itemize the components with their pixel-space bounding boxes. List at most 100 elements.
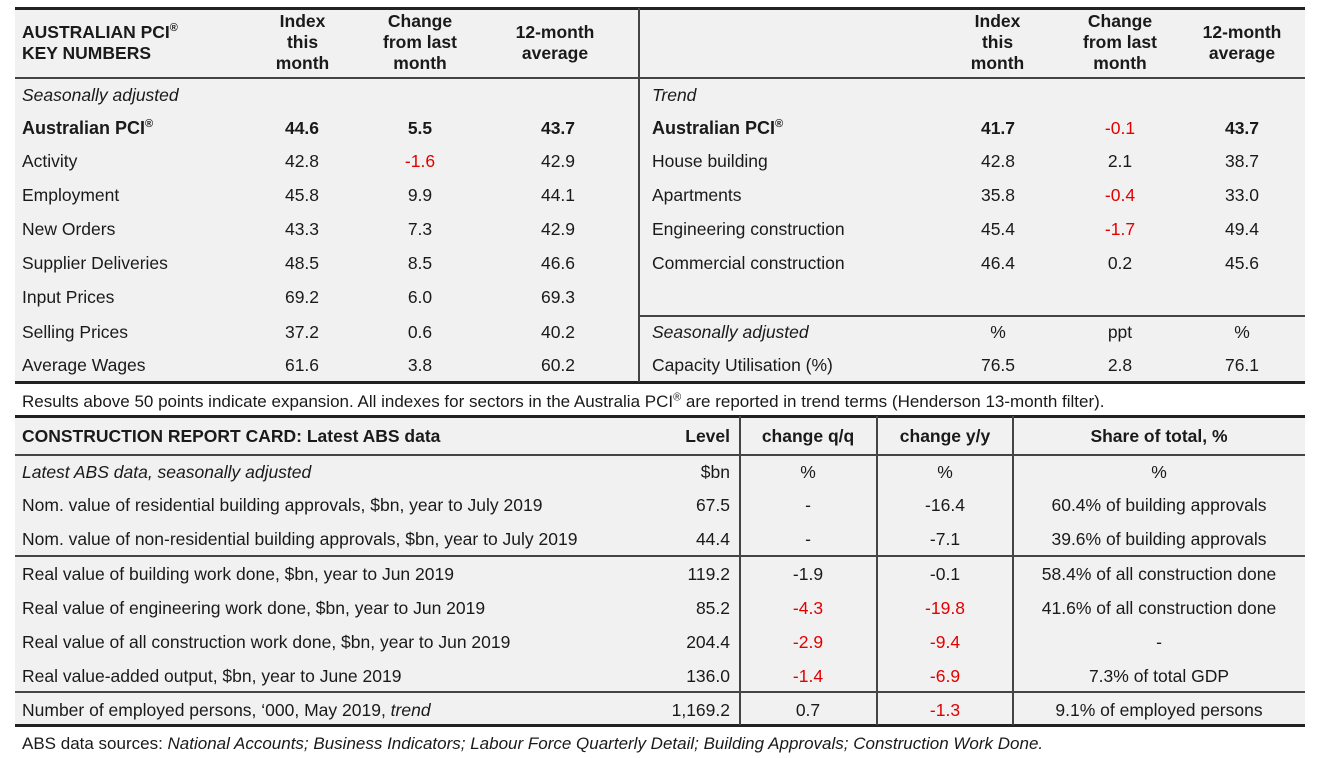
right-section-label: Trend bbox=[652, 85, 697, 105]
report-row-yy: -7.1 bbox=[929, 529, 961, 549]
report-row-qq: -1.4 bbox=[792, 666, 824, 686]
report-row-share: 58.4% of all construction done bbox=[1041, 564, 1277, 584]
pci-right-sa-line bbox=[638, 315, 1305, 317]
left-row-index: 61.6 bbox=[284, 355, 320, 375]
left-row-pci-label: Australian PCI® bbox=[22, 118, 154, 138]
pci-background bbox=[15, 8, 1305, 382]
registered-mark: ® bbox=[169, 22, 178, 35]
report-row-yy: -0.1 bbox=[929, 564, 961, 584]
report-row-level: 67.5 bbox=[695, 495, 730, 515]
report-divider-3 bbox=[1012, 416, 1014, 725]
pci-center-divider bbox=[638, 8, 640, 382]
left-row-index: 48.5 bbox=[284, 253, 320, 273]
capacity-avg: 76.1 bbox=[1224, 355, 1260, 375]
left-row-index: 37.2 bbox=[284, 322, 320, 342]
right-sa-unit-change: ppt bbox=[1107, 322, 1133, 342]
left-row-index: 43.3 bbox=[284, 219, 320, 239]
employed-level: 1,169.2 bbox=[671, 700, 730, 720]
report-row-label: Nom. value of residential building appro… bbox=[22, 495, 543, 515]
left-row-pci-index: 44.6 bbox=[284, 118, 320, 138]
report-row-share: 60.4% of building approvals bbox=[1051, 495, 1267, 515]
left-row-change: 7.3 bbox=[407, 219, 433, 239]
left-row-label: Input Prices bbox=[22, 287, 115, 307]
left-section-label: Seasonally adjusted bbox=[22, 85, 179, 105]
right-row-pci-change: -0.1 bbox=[1104, 118, 1136, 138]
report-col-qq: change q/q bbox=[761, 426, 855, 446]
report-row-qq: -1.9 bbox=[792, 564, 824, 584]
left-row-pci-avg: 43.7 bbox=[540, 118, 576, 138]
right-row-avg: 33.0 bbox=[1224, 185, 1260, 205]
right-row-label: Engineering construction bbox=[652, 219, 845, 239]
left-row-change: 9.9 bbox=[407, 185, 433, 205]
employed-yy: -1.3 bbox=[929, 700, 961, 720]
right-row-index: 46.4 bbox=[980, 253, 1016, 273]
report-row-label: Real value of building work done, $bn, y… bbox=[22, 564, 454, 584]
left-row-label: New Orders bbox=[22, 219, 116, 239]
right-row-label: House building bbox=[652, 151, 768, 171]
right-row-pci-index: 41.7 bbox=[980, 118, 1016, 138]
right-row-avg: 38.7 bbox=[1224, 151, 1260, 171]
right-sa-section-label: Seasonally adjusted bbox=[652, 322, 809, 342]
left-row-label: Employment bbox=[22, 185, 120, 205]
report-unit-share: % bbox=[1151, 462, 1167, 482]
left-row-index: 45.8 bbox=[284, 185, 320, 205]
left-row-label: Activity bbox=[22, 151, 78, 171]
report-header-underline bbox=[15, 454, 1305, 456]
report-row-qq: -4.3 bbox=[792, 598, 824, 618]
right-row-avg: 45.6 bbox=[1224, 253, 1260, 273]
right-row-label: Commercial construction bbox=[652, 253, 845, 273]
report-background bbox=[15, 416, 1305, 725]
pci-header-underline bbox=[15, 77, 1305, 79]
left-row-change: 3.8 bbox=[407, 355, 433, 375]
report-row-label: Real value-added output, $bn, year to Ju… bbox=[22, 666, 402, 686]
right-row-index: 42.8 bbox=[980, 151, 1016, 171]
right-row-pci-avg: 43.7 bbox=[1224, 118, 1260, 138]
left-row-pci-change: 5.5 bbox=[407, 118, 433, 138]
right-row-avg: 49.4 bbox=[1224, 219, 1260, 239]
capacity-change: 2.8 bbox=[1107, 355, 1133, 375]
right-row-index: 45.4 bbox=[980, 219, 1016, 239]
report-divider-2 bbox=[876, 416, 878, 725]
report-unit-qq: % bbox=[800, 462, 816, 482]
right-col-avg-header: 12-month average bbox=[1202, 22, 1282, 63]
report-row-level: 44.4 bbox=[695, 529, 730, 549]
pci-bottom-border bbox=[15, 381, 1305, 384]
report-row-level: 204.4 bbox=[686, 632, 730, 652]
right-row-change: 0.2 bbox=[1107, 253, 1133, 273]
report-row-yy: -6.9 bbox=[929, 666, 961, 686]
report-row-level: 119.2 bbox=[687, 564, 731, 584]
left-row-label: Selling Prices bbox=[22, 322, 129, 342]
report-row-yy: -16.4 bbox=[925, 495, 965, 515]
right-sa-unit-index: % bbox=[990, 322, 1006, 342]
report-col-share: Share of total, % bbox=[1090, 426, 1228, 446]
left-row-change: 8.5 bbox=[407, 253, 433, 273]
report-row-qq: - bbox=[805, 495, 811, 515]
left-row-avg: 42.9 bbox=[540, 151, 576, 171]
report-unit-level: $bn bbox=[700, 462, 730, 482]
right-row-index: 35.8 bbox=[980, 185, 1016, 205]
left-row-avg: 69.3 bbox=[540, 287, 576, 307]
pci-title: AUSTRALIAN PCI® KEY NUMBERS bbox=[22, 22, 178, 63]
employed-label: Number of employed persons, ‘000, May 20… bbox=[22, 700, 431, 720]
left-col-avg-header: 12-month average bbox=[515, 22, 595, 63]
pci-note: Results above 50 points indicate expansi… bbox=[22, 391, 1105, 411]
report-top-border bbox=[15, 415, 1305, 418]
left-row-avg: 46.6 bbox=[540, 253, 576, 273]
report-row-share: 7.3% of total GDP bbox=[1088, 666, 1230, 686]
left-row-index: 69.2 bbox=[284, 287, 320, 307]
left-row-change: -1.6 bbox=[404, 151, 436, 171]
report-col-yy: change y/y bbox=[899, 426, 991, 446]
report-row-share: 39.6% of building approvals bbox=[1051, 529, 1267, 549]
report-row-label: Real value of engineering work done, $bn… bbox=[22, 598, 486, 618]
report-col-level: Level bbox=[685, 426, 730, 446]
registered-mark: ® bbox=[775, 118, 784, 130]
registered-mark: ® bbox=[673, 391, 682, 404]
left-col-change-header: Change from last month bbox=[383, 11, 457, 73]
left-row-avg: 40.2 bbox=[540, 322, 576, 342]
right-col-index-header: Index this month bbox=[970, 11, 1025, 73]
pci-top-border bbox=[15, 7, 1305, 10]
report-row-yy: -19.8 bbox=[925, 598, 965, 618]
right-col-change-header: Change from last month bbox=[1083, 11, 1157, 73]
right-row-change: 2.1 bbox=[1107, 151, 1133, 171]
employed-share: 9.1% of employed persons bbox=[1055, 700, 1263, 720]
